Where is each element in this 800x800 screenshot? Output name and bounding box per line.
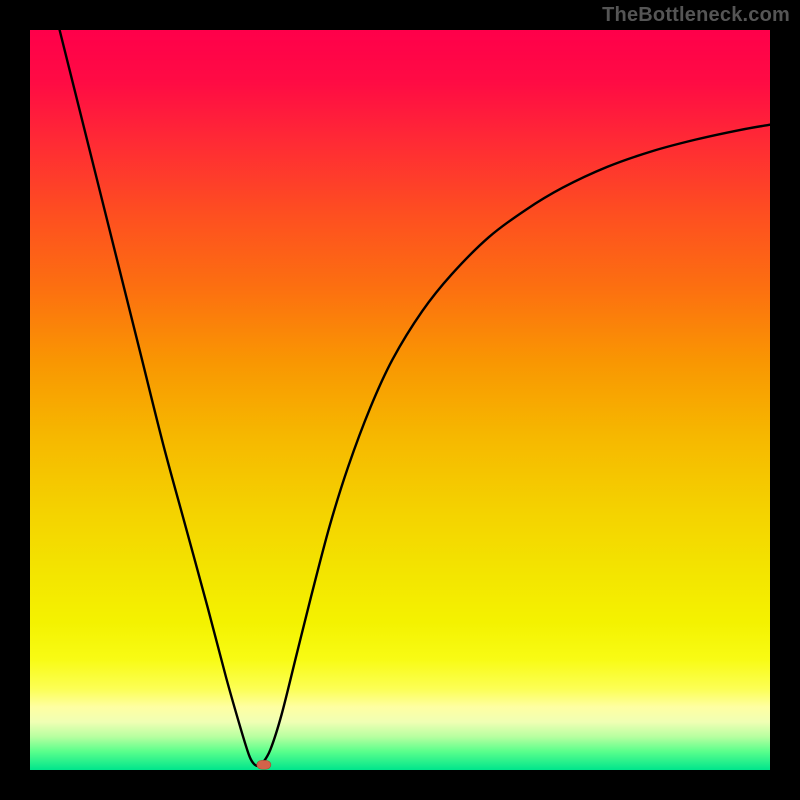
optimal-point-marker [257, 760, 271, 769]
bottleneck-chart [0, 0, 800, 800]
chart-frame: TheBottleneck.com [0, 0, 800, 800]
gradient-background [30, 30, 770, 770]
attribution-label: TheBottleneck.com [602, 4, 790, 27]
